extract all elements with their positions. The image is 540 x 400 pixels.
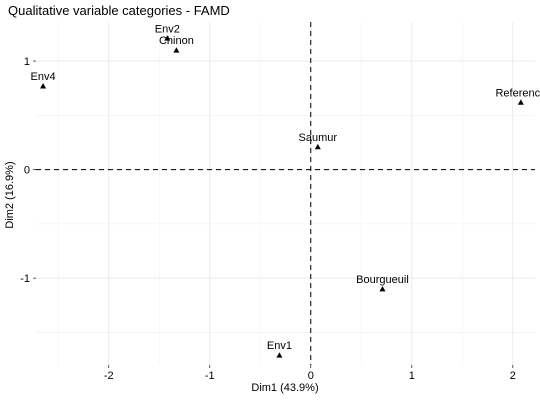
x-tick-label: 1: [409, 370, 415, 382]
data-point-marker: [276, 352, 283, 358]
x-tick-label: 2: [510, 370, 516, 382]
data-point-marker: [40, 83, 47, 89]
data-point-marker: [379, 286, 386, 292]
y-axis-title: Dim2 (16.9%): [4, 161, 16, 228]
grid-minor: [36, 22, 535, 365]
data-point-label: Env1: [267, 340, 292, 352]
data-point-label: Env4: [31, 71, 56, 83]
x-tick-label: -2: [104, 370, 114, 382]
x-axis: -2 -1 0 1 2: [104, 365, 516, 382]
data-point-marker: [173, 47, 180, 53]
data-point-label: Env2: [155, 23, 180, 35]
chart-title: Qualitative variable categories - FAMD: [8, 3, 230, 18]
y-tick-label: 0: [24, 165, 30, 177]
data-point-label: Reference: [495, 87, 540, 99]
data-point-label: Chinon: [159, 35, 194, 47]
y-axis: -1 0 1: [20, 56, 36, 285]
x-tick-label: 0: [308, 370, 314, 382]
data-point-label: Saumur: [299, 132, 338, 144]
y-tick-label: -1: [20, 273, 30, 285]
data-point-marker: [517, 99, 524, 105]
data-point-label: Bourgueuil: [356, 274, 409, 286]
data-point-marker: [164, 35, 171, 41]
x-tick-label: -1: [205, 370, 215, 382]
x-axis-title: Dim1 (43.9%): [251, 382, 318, 394]
grid-major: [36, 22, 535, 365]
data-point-marker: [314, 143, 321, 150]
y-tick-label: 1: [24, 56, 30, 68]
reference-lines: [36, 22, 535, 365]
